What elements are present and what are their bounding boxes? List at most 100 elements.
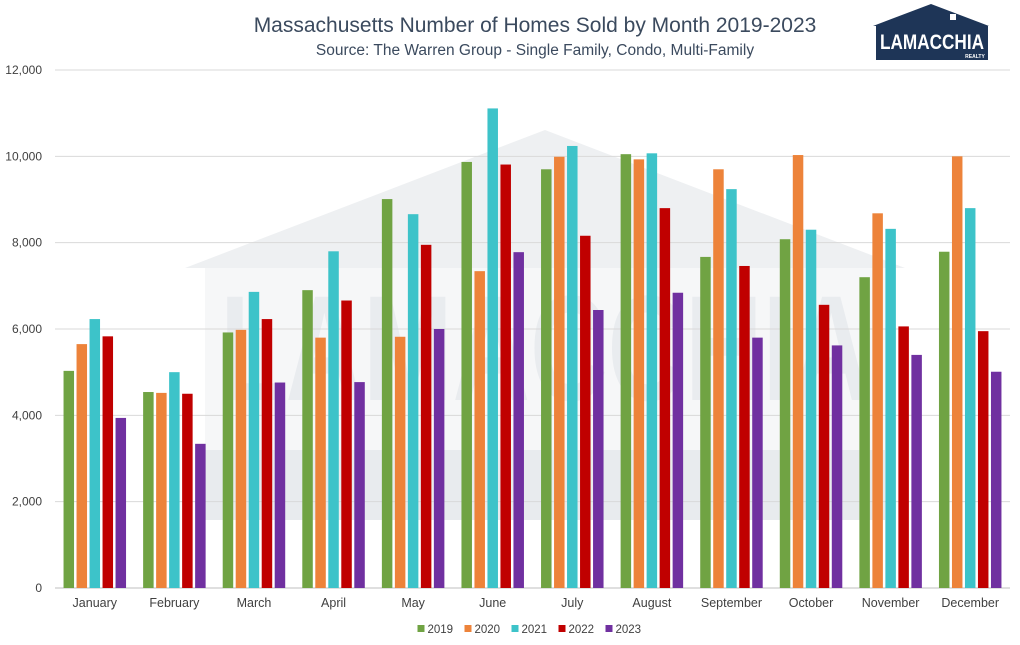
bar-2021-may <box>407 214 419 588</box>
bar-2021-april <box>328 251 339 589</box>
bar-2020-march <box>235 329 247 588</box>
bar-2019-march <box>222 332 234 588</box>
bar-2021-december <box>964 208 976 588</box>
bar-2023-january <box>115 417 127 588</box>
bar-2021-august <box>646 153 658 589</box>
bar-2022-june <box>500 164 511 588</box>
bar-2020-september <box>713 169 724 589</box>
bar-2019-april <box>302 290 313 588</box>
house-logo-icon <box>873 4 989 26</box>
bar-2020-august <box>633 159 645 589</box>
logo-sub: REALTY <box>965 54 985 60</box>
chart-title: Massachusetts Number of Homes Sold by Mo… <box>254 14 817 37</box>
bar-2019-december <box>938 251 950 588</box>
bar-2019-july <box>541 169 552 589</box>
bar-2022-january <box>102 336 114 588</box>
bar-2022-march <box>261 319 273 588</box>
bar-2023-june <box>513 252 524 588</box>
bar-2020-february <box>156 392 167 588</box>
x-tick-label: December <box>941 596 999 610</box>
x-tick-label: November <box>862 596 920 610</box>
bar-2023-july <box>593 310 604 588</box>
bar-2020-october <box>792 155 804 588</box>
x-tick-label: May <box>401 596 425 610</box>
bar-2020-july <box>554 156 565 588</box>
bar-2020-december <box>951 156 963 589</box>
legend-label-2019: 2019 <box>428 624 454 636</box>
x-tick-label: June <box>479 596 506 610</box>
bar-2022-february <box>182 393 193 588</box>
y-tick-label: 2,000 <box>12 495 42 509</box>
x-tick-label: August <box>632 596 671 610</box>
x-tick-label: January <box>73 596 118 610</box>
legend-swatch-2019 <box>417 625 425 632</box>
x-axis: January February March April May June July Augu… <box>73 596 999 610</box>
bar-2022-december <box>977 331 989 588</box>
bar-2020-may <box>394 336 406 588</box>
bar-2019-november <box>859 277 870 588</box>
y-tick-label: 0 <box>35 581 42 595</box>
bar-2019-september <box>700 256 711 588</box>
bar-2023-march <box>274 382 286 588</box>
bar-2023-may <box>433 329 445 588</box>
y-tick-label: 10,000 <box>5 149 42 163</box>
y-axis: 0 2,000 4,000 6,000 8,000 10,000 12,000 <box>5 63 42 595</box>
bar-2019-october <box>779 239 791 589</box>
bar-2023-august <box>672 292 684 588</box>
bar-2021-january <box>89 319 101 588</box>
y-tick-label: 12,000 <box>5 63 42 77</box>
y-tick-label: 4,000 <box>12 408 42 422</box>
bar-2023-october <box>831 345 843 588</box>
legend-swatch-2020 <box>464 625 472 632</box>
bar-2023-november <box>911 354 922 588</box>
bar-2021-march <box>248 291 260 588</box>
legend-label-2023: 2023 <box>616 624 642 636</box>
bar-2022-august <box>659 208 671 588</box>
company-logo: LAMACCHIA REALTY <box>873 4 989 60</box>
bar-2019-august <box>620 154 632 589</box>
x-tick-label: July <box>561 596 584 610</box>
legend-swatch-2022 <box>558 625 566 632</box>
bar-2021-february <box>169 372 180 588</box>
x-tick-label: March <box>237 596 272 610</box>
bar-2022-october <box>818 304 830 588</box>
legend-label-2022: 2022 <box>569 624 595 636</box>
x-tick-label: September <box>701 596 762 610</box>
bar-2023-february <box>195 443 206 588</box>
legend-swatch-2023 <box>605 625 613 632</box>
bar-2021-october <box>805 229 817 588</box>
y-tick-label: 8,000 <box>12 236 42 250</box>
logo-name: LAMACCHIA <box>880 31 984 54</box>
bar-2020-january <box>76 344 88 588</box>
bar-2019-january <box>63 370 75 588</box>
bar-2019-may <box>381 199 393 588</box>
bar-2019-february <box>143 392 154 588</box>
x-tick-label: February <box>149 596 200 610</box>
bar-2023-december <box>990 371 1002 588</box>
bar-2019-june <box>461 161 472 588</box>
bar-2021-june <box>487 108 498 588</box>
bar-2022-november <box>898 326 909 588</box>
bar-2023-september <box>752 337 763 588</box>
bars <box>63 108 1002 589</box>
legend: 2019 2020 2021 2022 2023 <box>417 624 642 636</box>
bar-2022-september <box>739 265 750 588</box>
bar-2020-april <box>315 337 326 588</box>
bar-2021-september <box>726 189 737 588</box>
legend-swatch-2021 <box>511 625 519 632</box>
bar-2023-april <box>354 382 365 588</box>
y-tick-label: 6,000 <box>12 322 42 336</box>
chart-subtitle: Source: The Warren Group - Single Family… <box>316 42 754 59</box>
bar-2020-june <box>474 271 485 588</box>
bar-2022-may <box>420 244 432 588</box>
bar-2021-november <box>885 228 896 588</box>
x-tick-label: October <box>789 596 833 610</box>
legend-label-2021: 2021 <box>522 624 548 636</box>
legend-label-2020: 2020 <box>475 624 501 636</box>
bar-2022-july <box>580 235 591 588</box>
gridlines <box>55 69 1010 589</box>
bar-2020-november <box>872 213 883 588</box>
bar-2022-april <box>341 300 352 588</box>
bar-2021-july <box>567 145 578 588</box>
